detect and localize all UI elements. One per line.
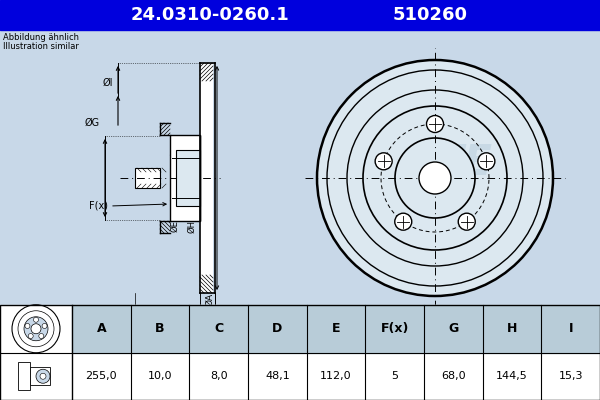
Bar [0, 0, 600, 30]
Circle shape [395, 213, 412, 230]
Text: F(x): F(x) [89, 201, 108, 211]
Bar [0, 305, 600, 400]
Circle shape [34, 317, 38, 322]
Text: B: B [155, 322, 165, 335]
Text: C: C [214, 322, 223, 335]
Text: 510260: 510260 [392, 6, 467, 24]
Text: B: B [201, 317, 208, 327]
Bar [200, 63, 213, 81]
Circle shape [427, 116, 443, 132]
Circle shape [42, 324, 47, 328]
Circle shape [458, 213, 475, 230]
Bar [30, 367, 50, 385]
Text: 5: 5 [391, 371, 398, 381]
Bar [176, 150, 200, 206]
Text: Illustration similar: Illustration similar [3, 42, 79, 51]
Circle shape [375, 153, 392, 170]
Circle shape [39, 334, 44, 338]
Circle shape [31, 324, 41, 334]
Circle shape [419, 162, 451, 194]
Bar [135, 168, 160, 188]
Text: 144,5: 144,5 [496, 371, 528, 381]
Text: 48,1: 48,1 [265, 371, 290, 381]
Text: ØH: ØH [187, 220, 197, 233]
Bar [200, 63, 213, 293]
Bar [170, 135, 200, 221]
Circle shape [36, 369, 50, 383]
Text: ØG: ØG [85, 118, 100, 128]
Text: 68,0: 68,0 [441, 371, 466, 381]
Text: 24.0310-0260.1: 24.0310-0260.1 [131, 6, 289, 24]
Circle shape [40, 373, 46, 379]
Text: C (MTH): C (MTH) [205, 327, 241, 336]
Text: 15,3: 15,3 [559, 371, 583, 381]
Circle shape [28, 334, 33, 338]
Circle shape [25, 324, 30, 328]
Text: Abbildung ähnlich: Abbildung ähnlich [3, 33, 79, 42]
Circle shape [395, 138, 475, 218]
Text: 255,0: 255,0 [86, 371, 117, 381]
Circle shape [478, 153, 495, 170]
Text: E: E [332, 322, 340, 335]
Text: ØA: ØA [205, 293, 215, 306]
Circle shape [12, 305, 60, 353]
Text: 112,0: 112,0 [320, 371, 352, 381]
Circle shape [317, 60, 553, 296]
Text: G: G [448, 322, 458, 335]
Text: ATE: ATE [407, 142, 493, 184]
Text: A: A [97, 322, 106, 335]
Circle shape [24, 317, 48, 341]
Text: ØE: ØE [170, 220, 179, 232]
Text: H: H [507, 322, 517, 335]
Text: I: I [568, 322, 573, 335]
Text: D: D [171, 343, 179, 353]
Text: D: D [272, 322, 283, 335]
Bar [0, 305, 600, 400]
Bar [72, 305, 600, 352]
Text: ØI: ØI [103, 78, 113, 88]
Bar [18, 362, 30, 390]
Text: 8,0: 8,0 [210, 371, 227, 381]
Text: F(x): F(x) [380, 322, 409, 335]
Text: 10,0: 10,0 [148, 371, 172, 381]
Bar [200, 275, 213, 293]
